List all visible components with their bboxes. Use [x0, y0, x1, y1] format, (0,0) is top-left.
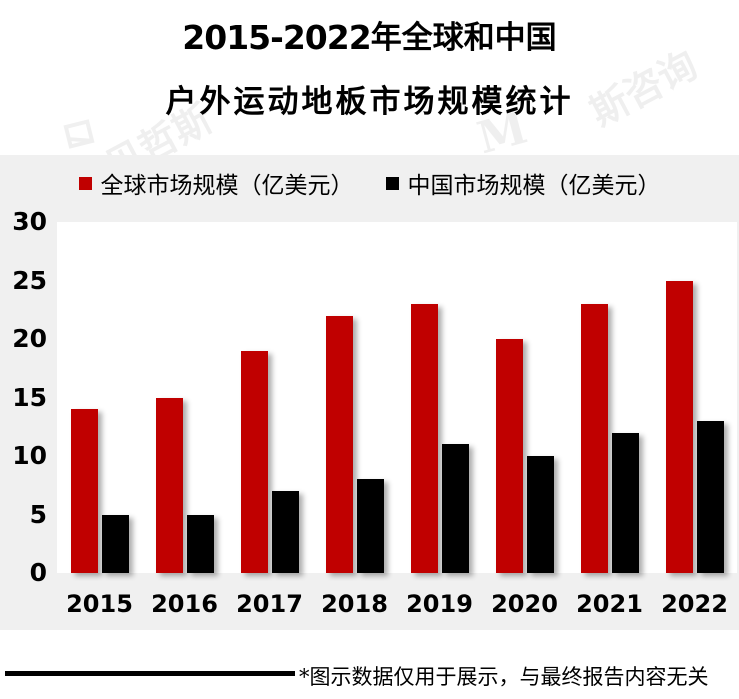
y-axis-tick-label-15: 15 [12, 382, 47, 412]
y-axis-tick-label-25: 25 [12, 265, 47, 295]
legend-label-global: 全球市场规模（亿美元） [100, 173, 354, 199]
footer-divider-line [5, 671, 295, 676]
bar-china-2016 [186, 514, 214, 573]
legend-swatch-china-icon [385, 176, 399, 190]
x-axis-label-2020: 2020 [491, 590, 558, 618]
legend: 全球市场规模（亿美元） 中国市场规模（亿美元） [0, 167, 739, 199]
x-axis-label-2022: 2022 [661, 590, 728, 618]
bar-global-2018 [325, 315, 353, 573]
bar-global-2019 [410, 303, 438, 573]
bar-global-2017 [240, 350, 268, 573]
footer-disclaimer: *图示数据仅用于展示，与最终报告内容无关 [299, 665, 709, 689]
watermark-logo-icon [63, 119, 95, 149]
legend-item-china: 中国市场规模（亿美元） [385, 166, 661, 200]
legend-label-china: 中国市场规模（亿美元） [407, 173, 661, 199]
bar-china-2017 [271, 491, 299, 573]
bar-global-2022 [665, 280, 693, 573]
x-axis-label-2021: 2021 [576, 590, 643, 618]
bar-china-2022 [696, 420, 724, 573]
legend-item-global: 全球市场规模（亿美元） [78, 166, 354, 200]
y-axis-tick-label-30: 30 [12, 207, 47, 236]
y-axis-tick-label-5: 5 [29, 499, 47, 529]
x-axis-label-2019: 2019 [406, 590, 473, 618]
y-axis-tick-label-10: 10 [12, 441, 47, 470]
bar-china-2021 [611, 432, 639, 573]
title-year-range: 2015-2022 [182, 18, 371, 57]
bar-global-2015 [70, 409, 98, 573]
x-axis-label-2017: 2017 [236, 590, 303, 618]
chart-title-line1: 2015-2022年全球和中国 [0, 12, 739, 57]
bar-global-2021 [580, 303, 608, 573]
y-axis-tick-label-20: 20 [12, 324, 47, 353]
x-axis-label-2015: 2015 [66, 590, 133, 618]
bar-china-2019 [441, 444, 469, 573]
bar-global-2016 [155, 397, 183, 573]
y-axis-tick-label-0: 0 [29, 558, 47, 587]
legend-swatch-global-icon [78, 176, 92, 190]
bar-china-2015 [101, 514, 129, 573]
bar-china-2020 [526, 456, 554, 573]
chart-title-line2: 户外运动地板市场规模统计 [165, 84, 574, 120]
bar-global-2020 [495, 339, 523, 573]
x-axis-label-2018: 2018 [321, 590, 388, 618]
title-line1-text: 年全球和中国 [370, 20, 557, 56]
bar-china-2018 [356, 479, 384, 573]
x-axis-label-2016: 2016 [151, 590, 218, 618]
